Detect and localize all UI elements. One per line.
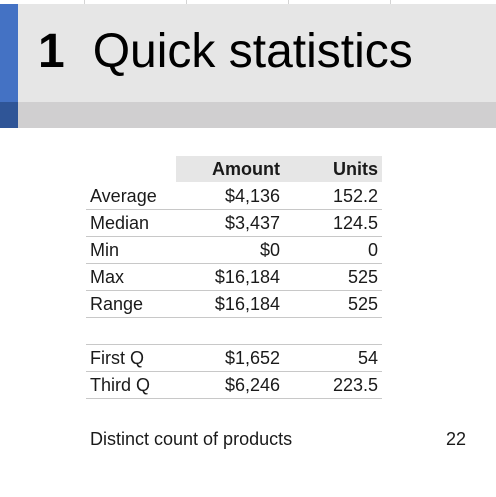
row-label[interactable]: Range — [90, 294, 144, 314]
row-label[interactable]: Median — [90, 213, 150, 233]
column-header-amount[interactable]: Amount — [212, 159, 280, 179]
units-cell[interactable]: 525 — [347, 294, 378, 314]
row-label[interactable]: First Q — [90, 348, 144, 368]
column-gridlines — [18, 0, 496, 4]
row-label[interactable]: Min — [90, 240, 120, 260]
section-title: 1 Quick statistics — [38, 20, 413, 84]
table-header-background — [176, 156, 382, 182]
row-label[interactable]: Average — [90, 186, 157, 206]
table-row: Min $0 0 — [86, 237, 382, 264]
amount-cell[interactable]: $0 — [259, 240, 280, 260]
units-cell[interactable]: 525 — [347, 267, 378, 287]
stats-table: Amount Units Average $4,136 152.2 Median… — [86, 156, 382, 399]
section-number: 1 — [38, 25, 65, 78]
gridline — [390, 0, 391, 4]
section-accent-bar-dark — [0, 102, 18, 128]
gridline — [288, 0, 289, 4]
units-cell[interactable]: 124.5 — [332, 213, 378, 233]
table-row: Third Q $6,246 223.5 — [86, 372, 382, 399]
distinct-count-value[interactable]: 22 — [445, 429, 466, 449]
table-row: Range $16,184 525 — [86, 291, 382, 318]
table-row: Max $16,184 525 — [86, 264, 382, 291]
row-label[interactable]: Third Q — [90, 375, 151, 395]
gridline — [84, 0, 85, 4]
units-cell[interactable]: 223.5 — [332, 375, 378, 395]
amount-cell[interactable]: $6,246 — [224, 375, 280, 395]
empty-row — [86, 318, 382, 345]
distinct-count-label[interactable]: Distinct count of products — [90, 429, 293, 449]
table-header-row: Amount Units — [86, 156, 382, 183]
table-row: Average $4,136 152.2 — [86, 183, 382, 210]
amount-cell[interactable]: $3,437 — [224, 213, 280, 233]
units-cell[interactable]: 0 — [367, 240, 378, 260]
section-accent-bar — [0, 4, 18, 128]
row-label[interactable]: Max — [90, 267, 125, 287]
section-sub-band — [18, 102, 496, 128]
units-cell[interactable]: 152.2 — [332, 186, 378, 206]
gridline — [186, 0, 187, 4]
amount-cell[interactable]: $1,652 — [224, 348, 280, 368]
section-title-text: Quick statistics — [92, 25, 413, 78]
amount-cell[interactable]: $16,184 — [214, 267, 280, 287]
table-row: Median $3,437 124.5 — [86, 210, 382, 237]
amount-cell[interactable]: $4,136 — [224, 186, 280, 206]
units-cell[interactable]: 54 — [357, 348, 378, 368]
column-header-units[interactable]: Units — [333, 159, 378, 179]
table-row: First Q $1,652 54 — [86, 345, 382, 372]
section-header-band — [0, 4, 496, 102]
distinct-count-row: Distinct count of products 22 — [90, 426, 470, 452]
amount-cell[interactable]: $16,184 — [214, 294, 280, 314]
